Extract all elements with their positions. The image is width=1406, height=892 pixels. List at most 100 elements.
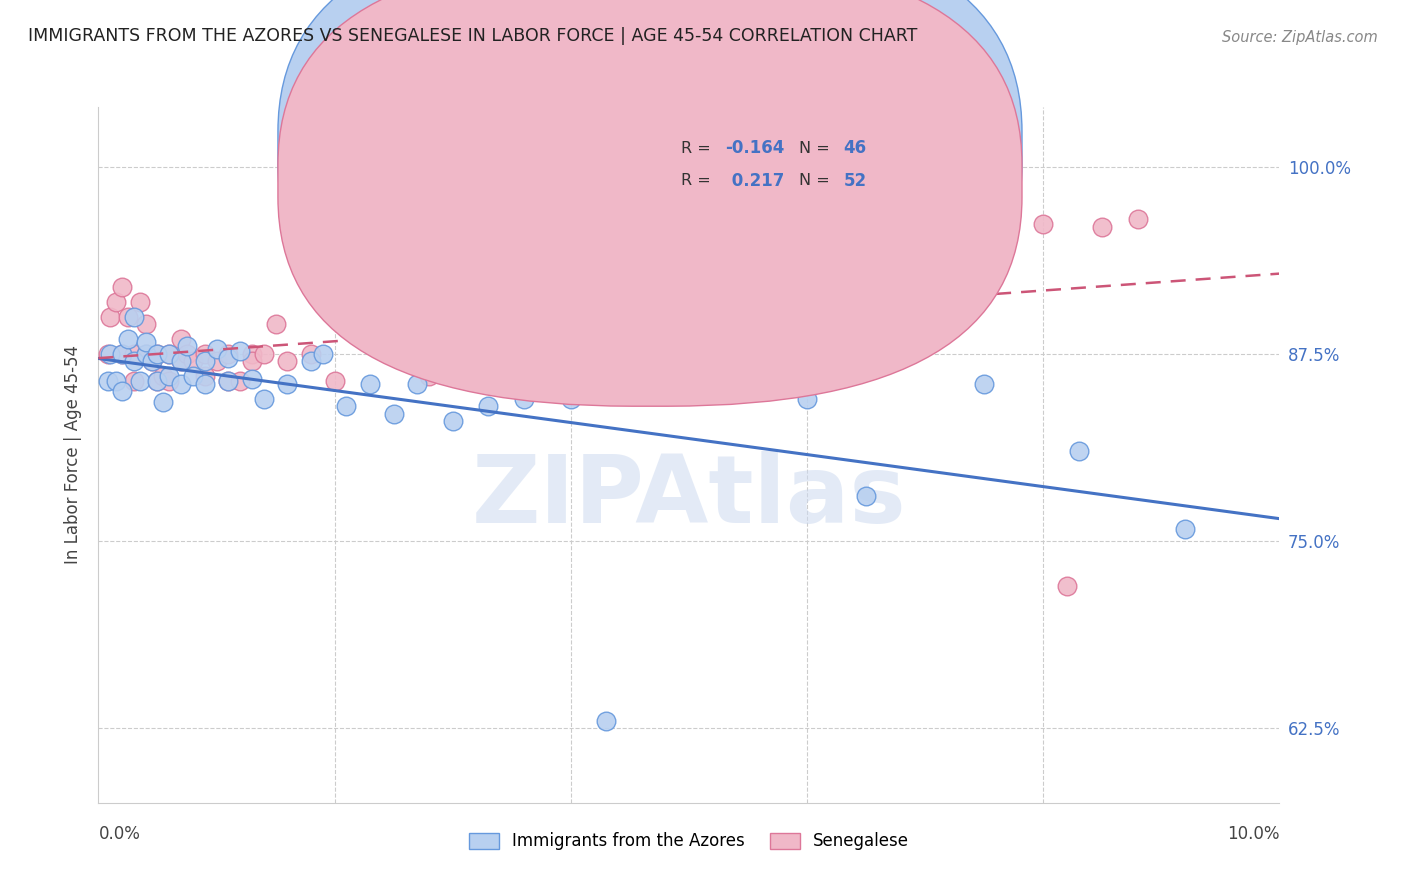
Point (217, 347, 239, 361)
Point (418, 369, 440, 384)
Point (678, 310, 700, 324)
Point (135, 347, 157, 361)
Text: 0.0%: 0.0% (98, 825, 141, 843)
Point (855, 250, 877, 264)
Point (146, 347, 169, 361)
Point (299, 354, 322, 368)
FancyBboxPatch shape (278, 0, 1022, 406)
Point (105, 374, 128, 388)
Legend: Immigrants from the Azores, Senegalese: Immigrants from the Azores, Senegalese (463, 826, 915, 857)
Point (122, 354, 145, 368)
Point (477, 347, 499, 361)
Point (1174, 522, 1197, 536)
Point (382, 294, 405, 309)
Text: N =: N = (799, 141, 835, 155)
Point (441, 414, 464, 428)
Point (441, 347, 464, 361)
Text: -0.164: -0.164 (725, 139, 785, 157)
Point (152, 394, 174, 409)
Point (796, 392, 818, 406)
Point (181, 354, 204, 368)
Point (146, 347, 169, 361)
Point (477, 399, 499, 413)
Point (122, 374, 145, 388)
Point (276, 376, 298, 391)
Point (276, 354, 298, 368)
Point (117, 332, 139, 346)
Point (135, 347, 157, 361)
Point (229, 343, 252, 358)
Point (157, 347, 180, 361)
Point (170, 354, 193, 368)
Point (141, 354, 163, 368)
Point (146, 374, 169, 388)
Point (323, 374, 346, 388)
Point (105, 294, 128, 309)
Point (128, 374, 150, 388)
Point (299, 347, 322, 361)
Point (335, 399, 357, 413)
Point (512, 392, 534, 406)
Point (240, 372, 263, 386)
Point (176, 347, 198, 361)
Point (1032, 217, 1054, 231)
FancyBboxPatch shape (278, 0, 1022, 374)
Text: 46: 46 (844, 139, 866, 157)
Point (229, 374, 252, 388)
Point (973, 376, 995, 391)
Point (1091, 219, 1114, 234)
Text: R =: R = (681, 141, 716, 155)
Text: R =: R = (681, 173, 716, 188)
Text: 0.217: 0.217 (725, 172, 785, 190)
Point (194, 354, 217, 368)
Point (122, 310, 145, 324)
Point (240, 347, 263, 361)
Point (111, 347, 134, 361)
Point (217, 351, 239, 366)
Text: ZIPAtlas: ZIPAtlas (471, 450, 907, 542)
Point (205, 354, 228, 368)
Point (135, 317, 157, 331)
Text: 52: 52 (844, 172, 866, 190)
Point (170, 354, 193, 368)
Point (128, 294, 150, 309)
Point (240, 354, 263, 368)
Point (152, 369, 174, 384)
Point (97, 347, 120, 361)
Text: 10.0%: 10.0% (1227, 825, 1279, 843)
Text: Source: ZipAtlas.com: Source: ZipAtlas.com (1222, 29, 1378, 45)
Point (146, 374, 169, 388)
Point (253, 347, 276, 361)
Point (406, 376, 429, 391)
Point (737, 287, 759, 301)
Point (560, 392, 582, 406)
Point (98, 310, 121, 324)
Point (855, 489, 877, 503)
Point (796, 265, 818, 279)
Point (914, 237, 936, 252)
Point (501, 354, 523, 368)
Y-axis label: In Labor Force | Age 45-54: In Labor Force | Age 45-54 (65, 345, 83, 565)
Point (536, 339, 558, 353)
Point (111, 279, 134, 293)
Point (312, 347, 335, 361)
Point (359, 376, 381, 391)
Point (170, 376, 193, 391)
Point (98, 347, 121, 361)
Point (1067, 444, 1090, 458)
Point (117, 310, 139, 324)
Point (111, 347, 134, 361)
Point (111, 384, 134, 399)
Point (217, 374, 239, 388)
Point (97, 374, 120, 388)
Point (181, 369, 204, 384)
Text: IMMIGRANTS FROM THE AZORES VS SENEGALESE IN LABOR FORCE | AGE 45-54 CORRELATION : IMMIGRANTS FROM THE AZORES VS SENEGALESE… (28, 27, 918, 45)
Point (194, 369, 217, 384)
Point (264, 317, 287, 331)
Point (157, 369, 180, 384)
Point (1126, 212, 1149, 227)
Point (253, 392, 276, 406)
Point (194, 347, 217, 361)
Point (194, 376, 217, 391)
Point (122, 347, 145, 361)
